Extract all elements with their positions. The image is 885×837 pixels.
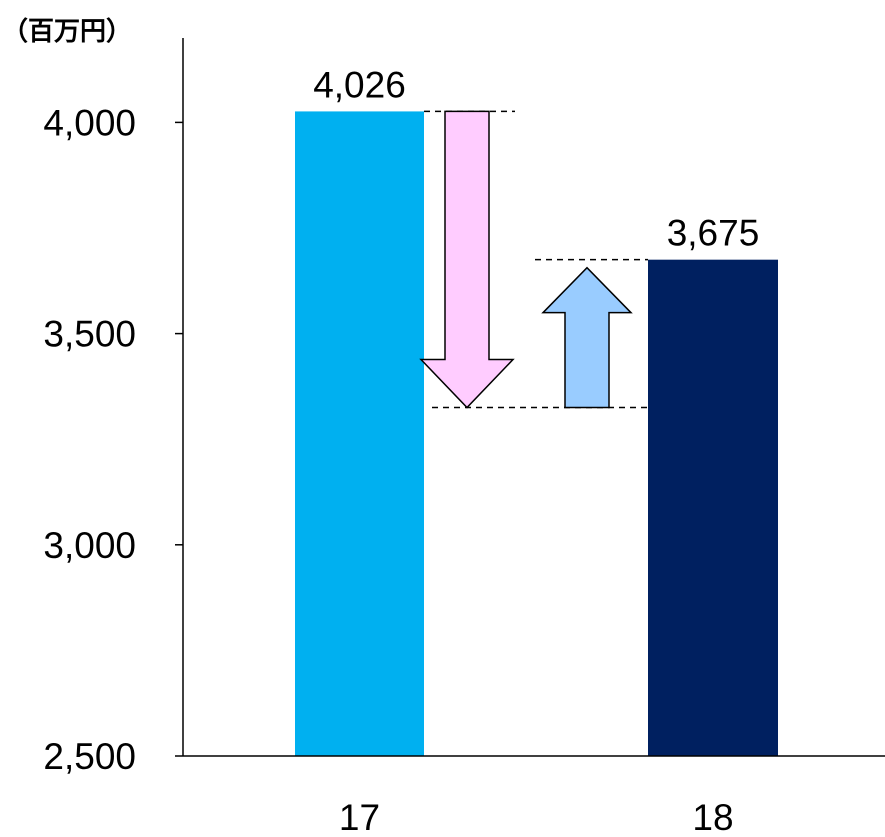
data-label-17: 4,026 [313,64,406,105]
y-tick-label: 4,000 [43,102,136,143]
y-tick-label: 2,500 [43,736,136,777]
y-tick-label: 3,000 [43,525,136,566]
data-label-18: 3,675 [667,213,760,254]
x-category-label: 18 [692,797,733,837]
bar-18 [648,259,778,756]
bar-17 [295,111,424,756]
y-tick-label: 3,500 [43,314,136,355]
decrease-arrow-icon [419,110,515,409]
y-axis-unit-label: （百万円） [2,17,132,47]
x-category-label: 17 [339,797,380,837]
increase-arrow-icon [541,266,633,409]
